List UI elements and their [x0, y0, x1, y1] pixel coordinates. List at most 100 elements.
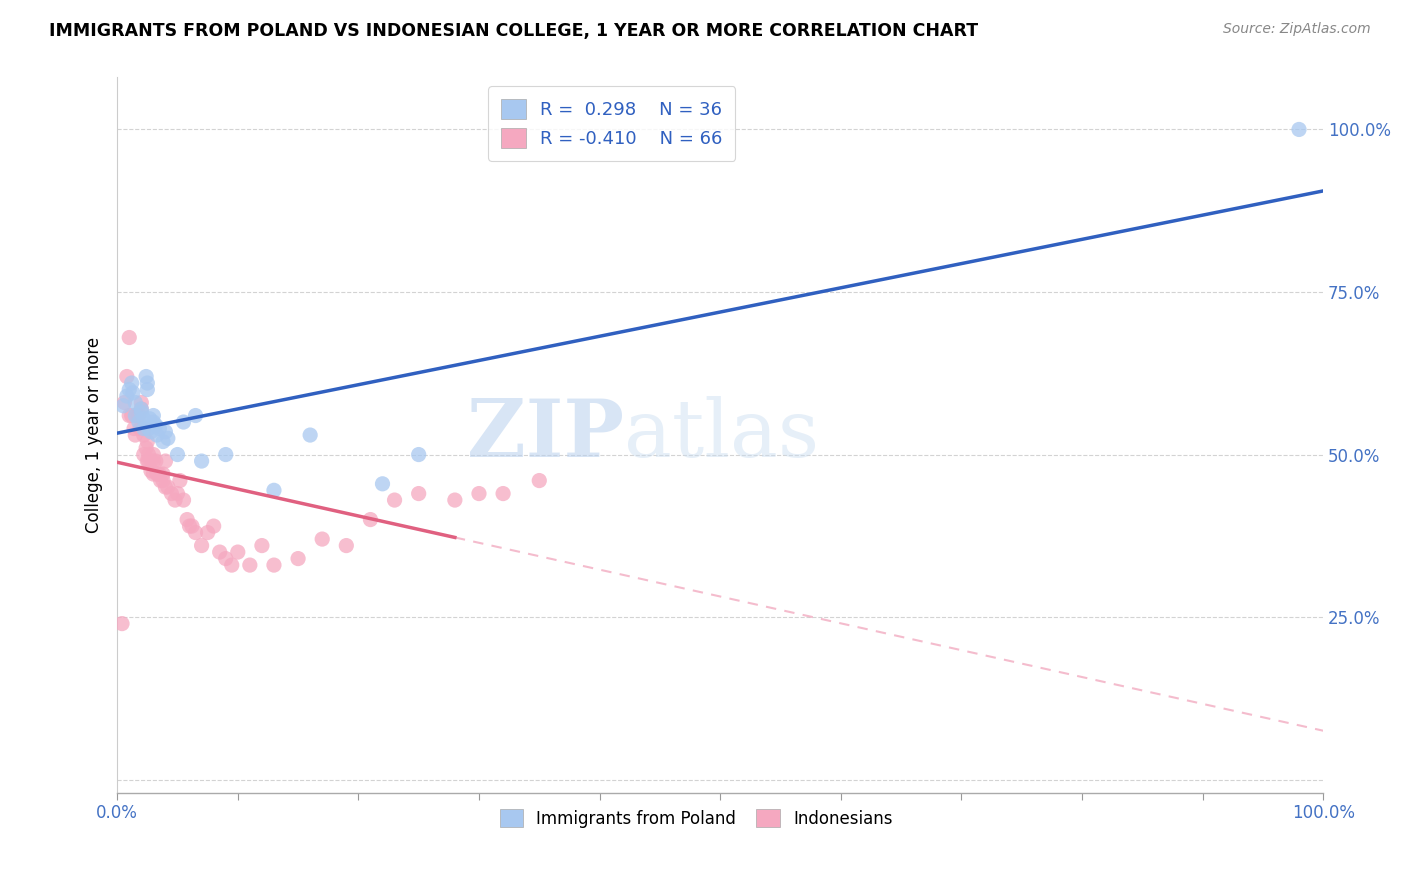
- Point: [122, 421, 145, 435]
- Point: [121, 385, 143, 400]
- Point: [169, 474, 191, 488]
- Point: [155, 425, 177, 439]
- Point: [155, 454, 177, 468]
- Point: [152, 474, 174, 488]
- Point: [115, 389, 138, 403]
- Point: [173, 415, 195, 429]
- Point: [139, 464, 162, 478]
- Point: [118, 383, 141, 397]
- Text: Source: ZipAtlas.com: Source: ZipAtlas.com: [1223, 22, 1371, 37]
- Point: [124, 409, 146, 423]
- Point: [139, 425, 162, 439]
- Point: [111, 616, 134, 631]
- Point: [112, 395, 135, 409]
- Point: [173, 493, 195, 508]
- Point: [335, 539, 357, 553]
- Point: [299, 428, 322, 442]
- Point: [239, 558, 262, 573]
- Y-axis label: College, 1 year or more: College, 1 year or more: [86, 337, 103, 533]
- Point: [359, 512, 381, 526]
- Point: [139, 454, 162, 468]
- Point: [215, 551, 238, 566]
- Point: [444, 493, 467, 508]
- Point: [146, 428, 169, 442]
- Point: [124, 428, 146, 442]
- Point: [136, 434, 159, 449]
- Point: [148, 467, 170, 481]
- Point: [197, 525, 219, 540]
- Point: [121, 409, 143, 423]
- Point: [118, 330, 141, 344]
- Point: [142, 454, 165, 468]
- Point: [125, 409, 148, 423]
- Point: [131, 402, 153, 417]
- Point: [215, 448, 238, 462]
- Point: [135, 369, 157, 384]
- Point: [371, 476, 394, 491]
- Point: [124, 395, 146, 409]
- Point: [529, 474, 551, 488]
- Point: [132, 448, 155, 462]
- Point: [408, 448, 430, 462]
- Point: [136, 383, 159, 397]
- Point: [190, 454, 212, 468]
- Point: [250, 539, 273, 553]
- Point: [115, 369, 138, 384]
- Point: [138, 448, 160, 462]
- Point: [121, 376, 143, 390]
- Point: [152, 434, 174, 449]
- Point: [142, 467, 165, 481]
- Point: [118, 409, 141, 423]
- Point: [131, 395, 153, 409]
- Point: [142, 409, 165, 423]
- Point: [263, 483, 285, 498]
- Point: [132, 428, 155, 442]
- Point: [139, 411, 162, 425]
- Point: [160, 486, 183, 500]
- Point: [149, 474, 172, 488]
- Text: atlas: atlas: [624, 396, 818, 474]
- Point: [492, 486, 515, 500]
- Point: [263, 558, 285, 573]
- Point: [138, 454, 160, 468]
- Point: [155, 480, 177, 494]
- Point: [152, 467, 174, 481]
- Point: [384, 493, 406, 508]
- Point: [202, 519, 225, 533]
- Point: [132, 411, 155, 425]
- Point: [131, 405, 153, 419]
- Point: [148, 467, 170, 481]
- Point: [136, 376, 159, 390]
- Point: [132, 421, 155, 435]
- Point: [166, 448, 188, 462]
- Point: [156, 431, 179, 445]
- Point: [208, 545, 231, 559]
- Point: [142, 415, 165, 429]
- Point: [112, 399, 135, 413]
- Point: [128, 409, 150, 423]
- Point: [145, 454, 167, 468]
- Point: [142, 448, 165, 462]
- Point: [311, 532, 333, 546]
- Point: [166, 486, 188, 500]
- Point: [129, 421, 152, 435]
- Point: [468, 486, 491, 500]
- Point: [221, 558, 243, 573]
- Point: [156, 480, 179, 494]
- Legend: Immigrants from Poland, Indonesians: Immigrants from Poland, Indonesians: [494, 803, 898, 834]
- Point: [176, 512, 198, 526]
- Point: [181, 519, 204, 533]
- Point: [184, 409, 207, 423]
- Point: [145, 418, 167, 433]
- Point: [131, 421, 153, 435]
- Point: [128, 415, 150, 429]
- Point: [136, 454, 159, 468]
- Text: IMMIGRANTS FROM POLAND VS INDONESIAN COLLEGE, 1 YEAR OR MORE CORRELATION CHART: IMMIGRANTS FROM POLAND VS INDONESIAN COL…: [49, 22, 979, 40]
- Point: [165, 493, 187, 508]
- Point: [135, 441, 157, 455]
- Point: [1288, 122, 1310, 136]
- Point: [148, 421, 170, 435]
- Point: [131, 402, 153, 417]
- Point: [138, 421, 160, 435]
- Point: [184, 525, 207, 540]
